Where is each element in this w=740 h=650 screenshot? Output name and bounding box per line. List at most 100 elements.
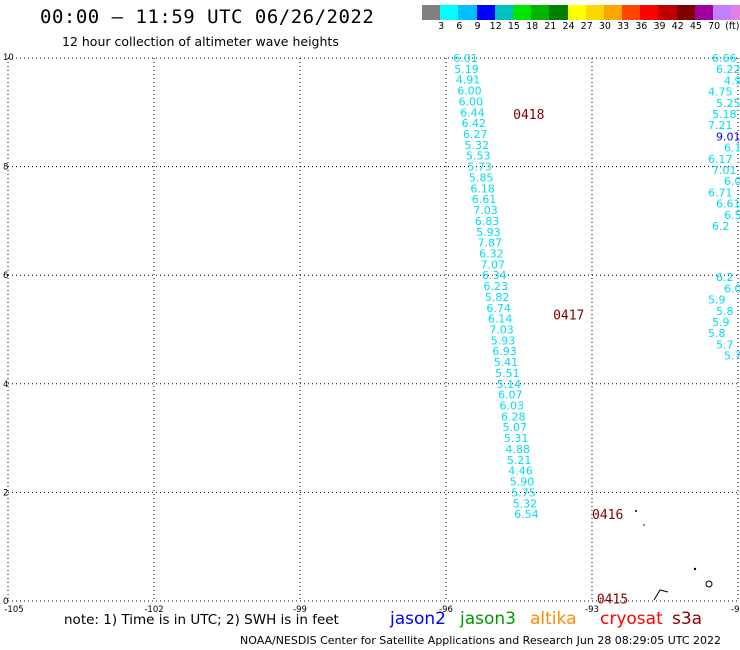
x-tick-label: -105 [4,605,23,615]
edge-wave-height-label: 6.51 [724,209,740,222]
island-outline [705,580,713,588]
x-tick-label: -99 [293,605,307,615]
x-tick-label: -90 [731,605,740,615]
colorbar-tick-label: (ft) [725,21,740,32]
wave-height-label: 4.46 [508,465,533,478]
wave-height-label: 5.93 [476,226,501,239]
wave-height-label: 5.82 [485,291,510,304]
edge-wave-height-label: 7.01 [712,164,737,177]
colorbar-swatch [713,5,732,20]
wave-height-label: 6.83 [475,215,500,228]
footer-credit: NOAA/NESDIS Center for Satellite Applica… [240,634,722,647]
time-label: 0418 [513,108,544,123]
wave-height-label: 6.28 [501,410,526,423]
wave-height-label: 4.88 [505,443,529,456]
colorbar-swatch [640,5,659,20]
colorbar-swatch [603,5,623,20]
wave-height-label: 5.14 [497,378,522,391]
colorbar-tick-label: 18 [526,21,539,32]
edge-wave-height-label: 6.61 [716,198,740,211]
colorbar-swatch [440,5,459,20]
wave-height-label: 5.32 [513,497,538,510]
legend-cryosat: cryosat [600,609,663,629]
legend-altika: altika [530,609,577,629]
edge-wave-height-label: 6.11 [724,142,740,155]
edge-wave-height-label: 6.66 [712,52,737,65]
wave-height-label: 5.41 [494,356,519,369]
wave-height-label: 5.32 [464,139,489,152]
y-tick-label: 4 [3,380,8,390]
chart-title: 00:00 – 11:59 UTC 06/26/2022 [40,6,375,28]
legend-jason2: jason2 [390,609,446,629]
colorbar-swatch [658,5,677,20]
wave-height-label: 6.27 [463,128,488,141]
edge-wave-height-label: 6.0 [724,282,740,295]
y-tick-label: 0 [3,597,8,607]
edge-wave-height-label: 5.9 [712,316,730,329]
colorbar-tick-label: 12 [489,21,502,32]
time-label: 0417 [553,308,584,323]
colorbar-tick-label: 33 [617,21,630,32]
wave-height-label: 6.00 [459,95,484,108]
y-tick-label: 10 [3,53,14,63]
colorbar-swatch [585,5,604,20]
wave-height-label: 5.90 [510,476,534,489]
colorbar-swatch [622,5,641,20]
wave-height-label: 5.51 [495,367,520,380]
edge-wave-height-label: 6.71 [708,186,733,199]
colorbar-tick-label: 36 [635,21,648,32]
y-tick-label: 8 [3,163,8,173]
edge-wave-height-label: 6.2 [712,220,730,233]
wave-height-label: 7.03 [473,204,498,217]
edge-wave-height-label: 6.17 [708,153,733,166]
wave-height-label: 6.61 [472,193,497,206]
y-tick-label: 6 [3,271,8,281]
wave-height-label: 5.53 [466,150,491,163]
colorbar-swatch [731,5,740,20]
wave-height-label: 5.21 [507,454,532,467]
edge-wave-height-label: 5.7 [716,338,734,351]
wave-height-label: 5.85 [469,171,494,184]
legend-jason3: jason3 [460,609,516,629]
wave-height-label: 7.87 [478,237,503,250]
time-label: 0415 [597,592,628,607]
colorbar-tick-label: 3 [438,21,445,32]
colorbar-swatch [549,5,568,20]
wave-height-label: 7.03 [489,324,514,337]
coastline [653,589,669,601]
wave-height-label: 6.42 [462,117,487,130]
colorbar-tick-label: 21 [544,21,557,32]
wave-height-label: 5.19 [454,63,479,76]
wave-height-label: 6.93 [492,345,517,358]
colorbar-tick-label: 45 [689,21,702,32]
colorbar-tick-label: 70 [708,21,721,32]
colorbar-tick-label: 6 [456,21,463,32]
colorbar-swatch [676,5,695,20]
wave-height-label: 6.32 [479,247,504,260]
colorbar-tick-label: 42 [671,21,684,32]
y-tick-label: 2 [3,488,8,498]
wave-height-label: 4.91 [456,74,481,87]
x-tick-label: -93 [585,605,599,615]
time-label: 0416 [592,508,623,523]
colorbar-tick-label: 30 [598,21,611,32]
legend-s3a: s3a [672,609,703,629]
edge-wave-height-label: 4.75 [708,86,733,99]
wave-height-label: 5.73 [467,161,492,174]
colorbar-tick-label: 15 [507,21,520,32]
colorbar-swatch [476,5,495,20]
edge-wave-height-label: 6.03 [724,175,740,188]
colorbar-tick-label: 27 [580,21,593,32]
wave-height-label: 5.75 [511,486,536,499]
note-text: note: 1) Time is in UTC; 2) SWH is in fe… [64,612,339,628]
wave-height-label: 6.07 [498,389,523,402]
edge-wave-height-label: 6.2 [716,271,734,284]
wave-height-label: 6.01 [453,52,478,65]
wave-height-label: 6.23 [483,280,508,293]
colorbar-swatch [422,5,441,20]
colorbar-swatch [458,5,477,20]
wave-height-label: 6.18 [470,182,495,195]
colorbar-swatch [531,5,550,20]
edge-wave-height-label: 6.22 [716,63,740,76]
